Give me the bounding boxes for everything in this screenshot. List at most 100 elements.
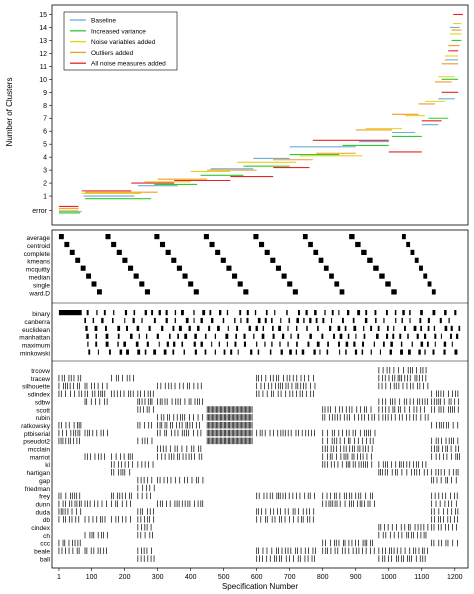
index-label: scott [36,407,50,414]
distance-block [395,317,397,324]
method-block [313,249,319,255]
distance-block [344,325,347,331]
method-block [253,234,259,240]
method-block [58,234,64,240]
distance-block [389,349,392,355]
distance-block [226,310,229,316]
x-axis: 1 100 200 300 400 500 600 700 800 900 1000 1100 1200 [57,568,463,581]
method-block [427,281,432,287]
method-block [203,234,209,240]
method-block [215,249,221,255]
distance-block [193,341,196,347]
distance-block [409,310,411,316]
distance-block [314,310,317,316]
index-label: friedman [25,486,51,493]
distance-block [400,341,403,347]
distance-block [257,317,261,324]
distance-block [444,310,447,316]
method-block [401,234,406,240]
distance-block [141,317,143,324]
method-block [171,257,177,263]
distance-block [94,325,98,331]
distance-block [289,349,292,355]
method-block [323,265,329,271]
distance-block [448,317,450,324]
distance-block [339,333,343,339]
method-block [96,289,102,295]
x-tick-label: 800 [317,574,329,581]
distance-block [379,349,381,355]
distance-block [261,333,265,339]
index-label: rubin [36,415,51,422]
distance-block [296,317,299,324]
distance-block [454,349,458,355]
distance-block [434,333,437,339]
y-tick-label: 14 [39,25,47,32]
method-block [86,273,92,279]
distance-block [286,310,288,316]
distance-block [257,349,260,355]
distance-block [124,310,128,316]
distance-block [354,349,358,355]
distance-block [214,349,216,355]
distance-block [319,349,321,355]
method-label: kmeans [27,259,51,266]
distance-block [404,325,406,331]
method-block [105,234,111,240]
distance-block [153,349,157,355]
distance-block [290,333,292,339]
method-block [419,265,423,271]
method-block [431,289,436,295]
distance-block [237,349,239,355]
distance-block [365,310,368,316]
distance-block [96,310,98,316]
index-label: frey [39,494,51,501]
method-block [193,289,199,295]
distance-block [169,333,171,339]
distance-block [119,349,123,355]
distance-block [227,325,229,331]
distance-block [306,325,308,331]
distance-block [188,325,191,331]
distance-block [345,349,347,355]
distance-block [353,341,356,347]
distance-block [385,310,388,316]
y-tick-label: 6 [43,129,47,136]
distance-block [353,325,357,331]
distance-block [226,341,228,347]
distance-block [234,317,236,324]
y-tick-label: 9 [43,90,47,97]
distance-block [151,310,154,316]
distance-block [298,310,300,316]
legend-label: All noise measures added [91,61,166,68]
distance-block [163,349,167,355]
method-block [423,273,428,279]
distance-block [272,325,274,331]
legend-label: Increased variance [91,28,146,35]
distance-block [95,333,97,339]
method-block [292,289,298,295]
distance-block [184,333,188,339]
x-tick-label: 200 [119,574,131,581]
method-block [226,265,232,271]
distance-block [271,317,273,324]
distance-block [194,333,197,339]
legend-label: Noise variables added [91,39,156,46]
method-block [165,249,171,255]
distance-block [262,325,265,331]
distance-block [144,349,147,355]
distance-block [352,317,355,324]
distance-block [274,310,276,316]
distance-block [271,341,273,347]
distance-block [200,317,203,324]
index-label: trcovw [31,368,50,375]
method-block [414,257,419,263]
distance-block [253,333,255,339]
distance-block [138,333,140,339]
y-tick-label: 10 [39,77,47,84]
y-tick-label: 8 [43,103,47,110]
distance-block [95,341,98,347]
distance-block [409,317,411,324]
distance-block [113,310,115,316]
distance-block [193,317,195,324]
